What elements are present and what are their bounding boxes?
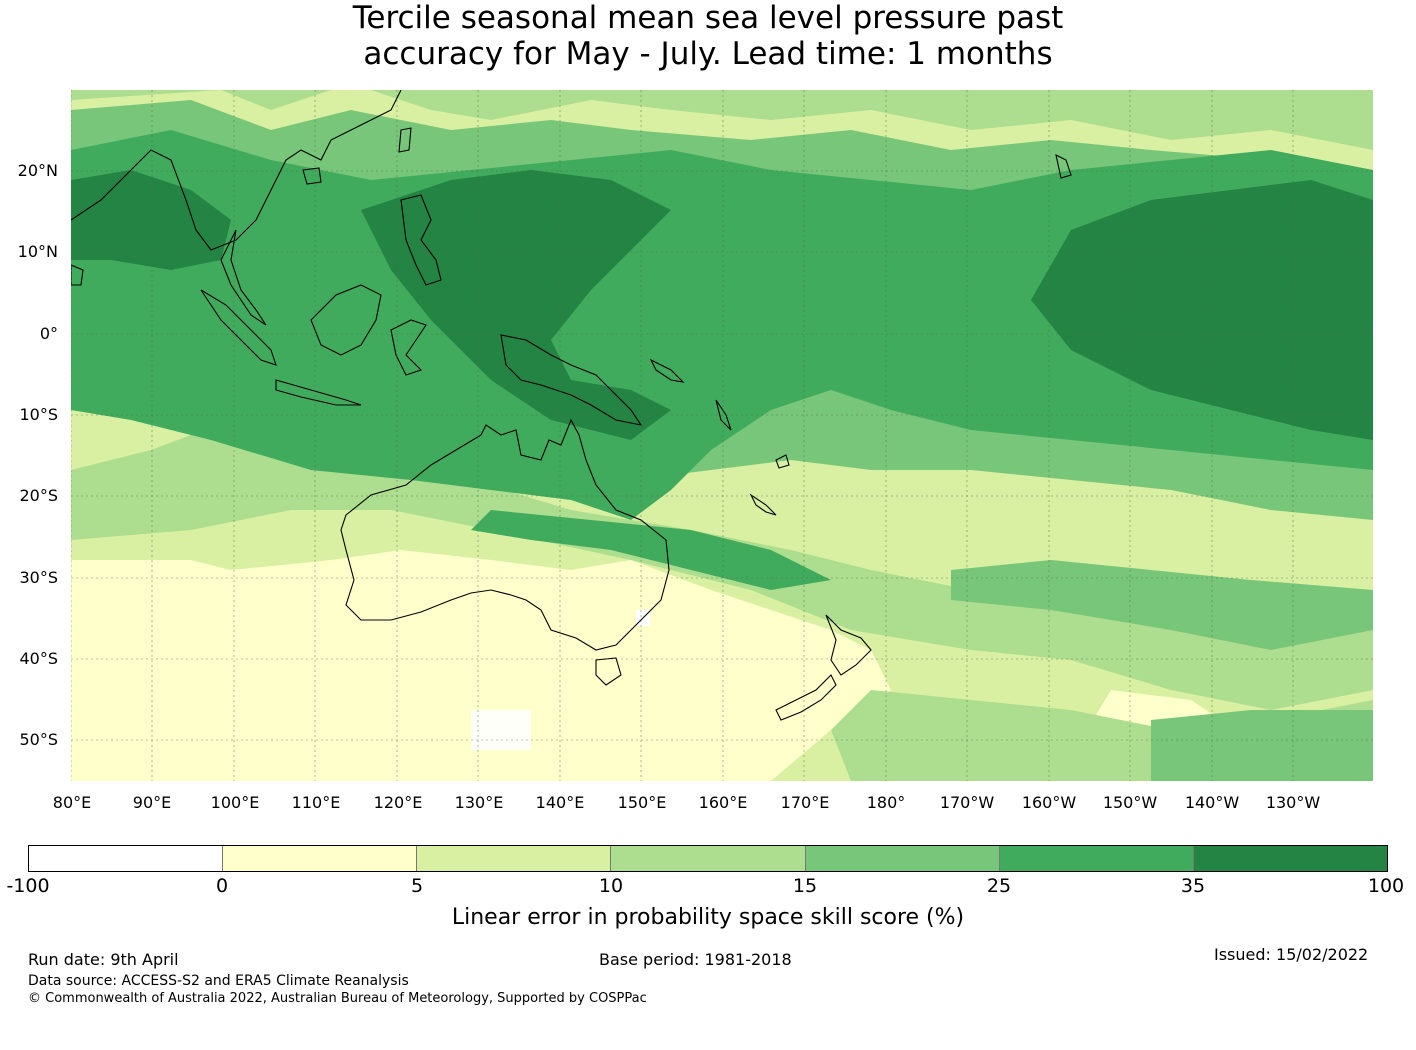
- colorbar-segment-10-15: [611, 846, 806, 871]
- lon-label-170w: 170°W: [939, 793, 995, 812]
- coast-new-zealand-north: [825, 614, 872, 676]
- chart-title: Tercile seasonal mean sea level pressure…: [0, 0, 1416, 72]
- colorbar-label: Linear error in probability space skill …: [451, 905, 965, 930]
- colorbar-tick-0: 0: [215, 875, 229, 897]
- lon-label-170e: 170°E: [780, 793, 830, 812]
- lat-label-0: 0°: [39, 324, 58, 343]
- lon-label-140e: 140°E: [535, 793, 585, 812]
- map-canvas: [71, 90, 1373, 781]
- lon-label-180: 180°: [866, 793, 906, 812]
- colorbar-segment-5-10: [417, 846, 612, 871]
- coast-australia: [340, 418, 670, 651]
- coast-tasmania: [595, 657, 622, 686]
- lon-label-140w: 140°W: [1184, 793, 1240, 812]
- lon-label-160e: 160°E: [698, 793, 748, 812]
- coast-sulawesi: [390, 319, 427, 376]
- lat-label-30s: 30°S: [19, 568, 58, 587]
- lon-label-80e: 80°E: [52, 793, 92, 812]
- colorbar-segment-neg100-0: [29, 846, 224, 871]
- lat-label-20s: 20°S: [19, 486, 58, 505]
- lon-label-130e: 130°E: [454, 793, 504, 812]
- lon-label-130w: 130°W: [1265, 793, 1321, 812]
- lon-label-90e: 90°E: [132, 793, 172, 812]
- colorbar-segment-35-100: [1193, 846, 1387, 871]
- coast-fiji: [775, 454, 790, 469]
- run-date: Run date: 9th April: [28, 950, 179, 969]
- coast-hawaii: [1055, 153, 1072, 179]
- colorbar-tick-5: 5: [410, 875, 424, 897]
- title-line-2: accuracy for May - July. Lead time: 1 mo…: [363, 36, 1053, 72]
- region-low-skill-south: [71, 550, 891, 781]
- lon-label-150w: 150°W: [1102, 793, 1158, 812]
- region-negative-patch: [471, 710, 531, 750]
- graticule: [71, 90, 1373, 781]
- region-high-skill-south: [471, 510, 831, 590]
- lat-label-40s: 40°S: [19, 649, 58, 668]
- region-very-high-maritime: [361, 170, 671, 440]
- colorbar-segment-25-35: [999, 846, 1194, 871]
- region-moderate-north: [71, 90, 1373, 150]
- region-good-far-south: [1151, 710, 1373, 781]
- region-good-skill-south: [951, 560, 1373, 650]
- colorbar-segment-15-25: [805, 846, 1000, 871]
- lat-label-10n: 10°N: [17, 242, 58, 261]
- coast-borneo: [310, 284, 382, 356]
- coast-solomon-islands: [649, 358, 685, 383]
- data-source: Data source: ACCESS-S2 and ERA5 Climate …: [28, 973, 409, 989]
- colorbar-tick-neg100: -100: [6, 875, 50, 897]
- lat-label-10s: 10°S: [19, 405, 58, 424]
- colorbar-tick-25: 25: [986, 875, 1012, 897]
- colorbar-segment-0-5: [223, 846, 418, 871]
- coast-philippines: [400, 194, 442, 286]
- coast-new-caledonia: [749, 493, 777, 516]
- coast-sri-lanka: [71, 264, 84, 286]
- coastlines: [71, 90, 1072, 721]
- coast-new-zealand-south: [775, 674, 837, 721]
- lon-label-160w: 160°W: [1021, 793, 1077, 812]
- coast-taiwan: [398, 127, 412, 153]
- base-period: Base period: 1981-2018: [599, 950, 792, 969]
- region-very-high-east: [1031, 180, 1373, 440]
- coast-java: [275, 379, 362, 406]
- coast-sumatra: [200, 289, 277, 366]
- coast-mainland-asia: [71, 90, 402, 251]
- skill-score-map: [71, 90, 1373, 781]
- coast-hainan: [302, 167, 322, 185]
- coast-vanuatu: [715, 399, 732, 431]
- lon-label-110e: 110°E: [291, 793, 341, 812]
- copyright-notice: © Commonwealth of Australia 2022, Austra…: [28, 991, 647, 1006]
- lat-label-20n: 20°N: [17, 161, 58, 180]
- lon-label-100e: 100°E: [210, 793, 260, 812]
- colorbar-tick-10: 10: [598, 875, 624, 897]
- colorbar-tick-15: 15: [792, 875, 818, 897]
- region-very-high-west: [71, 170, 231, 270]
- coast-malay-peninsula: [220, 229, 267, 326]
- colorbar-tick-100: 100: [1367, 875, 1405, 897]
- title-line-1: Tercile seasonal mean sea level pressure…: [352, 0, 1064, 36]
- colorbar: [28, 845, 1388, 872]
- lon-label-120e: 120°E: [373, 793, 423, 812]
- lat-label-50s: 50°S: [19, 730, 58, 749]
- issued-date: Issued: 15/02/2022: [1214, 945, 1369, 964]
- colorbar-tick-35: 35: [1180, 875, 1206, 897]
- lon-label-150e: 150°E: [617, 793, 667, 812]
